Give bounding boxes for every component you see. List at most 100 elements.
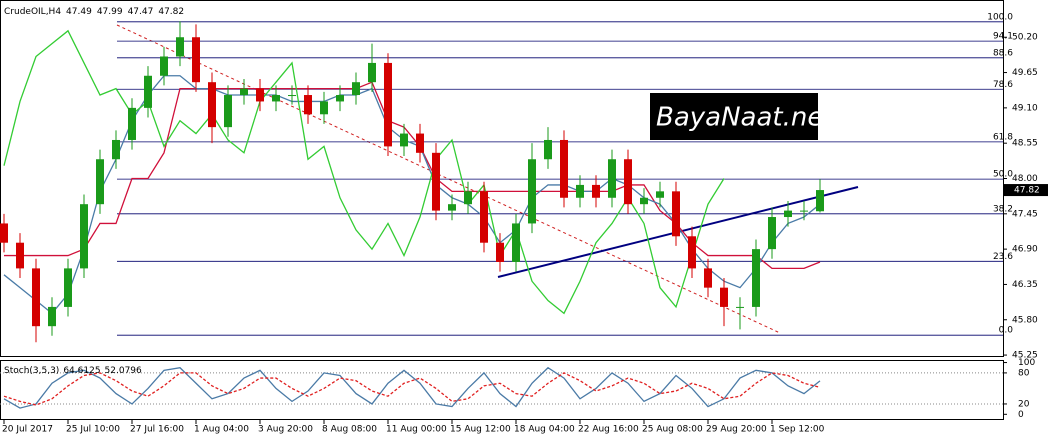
candle-body (720, 287, 728, 307)
y-tick-label: 46.90 (1012, 245, 1038, 255)
price-box-label: 47.82 (1014, 186, 1040, 196)
x-tick-label: 1 Aug 04:00 (194, 425, 249, 435)
candle-body (32, 268, 40, 327)
candle-body (464, 191, 472, 205)
candle-body (544, 139, 552, 160)
candle-body (704, 268, 712, 288)
chart-title: CrudeOIL,H4 (4, 7, 61, 17)
candle-body (240, 88, 248, 96)
candle-body (144, 75, 152, 108)
candle-body (656, 191, 664, 198)
candle-body (688, 236, 696, 269)
indicator-line (4, 81, 821, 270)
x-tick-label: 25 Aug 08:00 (642, 425, 703, 435)
candle-body (0, 223, 8, 243)
candle-body (800, 210, 808, 212)
y-tick-label: 46.35 (1012, 280, 1038, 290)
candle-body (448, 204, 456, 211)
candle-body (64, 268, 72, 307)
candle-body (80, 204, 88, 269)
x-tick-label: 11 Aug 00:00 (386, 425, 447, 435)
x-tick-label: 8 Aug 08:00 (322, 425, 377, 435)
ohlc-value: 47.47 (128, 7, 154, 17)
candle-body (320, 101, 328, 115)
candle-body (784, 210, 792, 218)
candle-body (432, 152, 440, 211)
y-tick-label: 0 (1018, 410, 1024, 420)
x-tick-label: 29 Aug 20:00 (706, 425, 767, 435)
y-tick-label: 47.45 (1012, 209, 1038, 219)
fib-label: 38.2 (993, 204, 1013, 214)
indicator-line (3, 372, 821, 406)
candle-body (416, 133, 424, 153)
candle-body (160, 56, 168, 76)
x-tick-label: 27 Jul 16:00 (130, 425, 184, 435)
ohlc-value: 47.49 (66, 7, 92, 17)
fib-label: 100.0 (987, 12, 1013, 22)
stoch-panel-frame (0, 360, 1004, 420)
stoch-value: 64.6125 (63, 366, 100, 376)
y-tick-label: 49.65 (1012, 68, 1038, 78)
candle-body (576, 184, 584, 198)
x-tick-label: 15 Aug 12:00 (450, 425, 511, 435)
fib-label: 23.6 (993, 252, 1013, 262)
y-tick-label: 48.55 (1012, 139, 1038, 149)
stoch-header: Stoch(3,5,3) 64.6125 52.0796 (4, 366, 142, 376)
stoch-value: 52.0796 (105, 366, 142, 376)
y-tick-label: 20 (1018, 399, 1030, 409)
candle-body (528, 159, 536, 224)
candle-body (560, 139, 568, 198)
y-tick-label: 45.25 (1012, 351, 1038, 361)
candle-body (752, 249, 760, 307)
fib-label: 50.0 (993, 170, 1013, 180)
candle-body (192, 37, 200, 83)
candle-body (352, 82, 360, 96)
fib-label: 78.6 (993, 80, 1013, 90)
watermark: BayaNaat.net (656, 103, 834, 133)
candle-body (368, 62, 376, 83)
watermark-box (650, 93, 818, 140)
indicator-line (3, 366, 821, 409)
candle-body (624, 159, 632, 205)
candle-body (224, 95, 232, 128)
candle-body (176, 37, 184, 57)
y-tick-label: 50.20 (1012, 33, 1038, 43)
indicator-line (3, 29, 725, 315)
x-tick-label: 18 Aug 04:00 (514, 425, 575, 435)
candle-body (272, 95, 280, 102)
candle-body (208, 82, 216, 128)
candle-body (592, 184, 600, 198)
fib-label: 88.6 (993, 48, 1013, 58)
candle-body (608, 159, 616, 198)
candle-body (48, 306, 56, 327)
x-tick-label: 3 Aug 20:00 (258, 425, 313, 435)
y-tick-label: 48.00 (1012, 174, 1038, 184)
x-tick-label: 22 Aug 16:00 (578, 425, 639, 435)
x-tick-label: 1 Sep 12:00 (770, 425, 825, 435)
ohlc-value: 47.82 (158, 7, 184, 17)
candle-body (336, 95, 344, 102)
x-tick-label: 20 Jul 2017 (2, 425, 53, 435)
candle-body (816, 190, 824, 212)
candle-body (672, 191, 680, 237)
candle-body (256, 88, 264, 102)
y-tick-label: 45.80 (1012, 315, 1038, 325)
candle-body (112, 139, 120, 160)
candle-body (736, 306, 744, 308)
candle-body (304, 95, 312, 115)
candle-body (496, 242, 504, 262)
price-box (1004, 184, 1048, 197)
candle-body (512, 223, 520, 262)
candle-body (16, 242, 24, 269)
fib-label: 61.8 (993, 132, 1013, 142)
x-tick-label: 25 Jul 10:00 (66, 425, 120, 435)
candle-body (128, 107, 136, 140)
candle-body (288, 95, 296, 97)
chart-header: CrudeOIL,H4 47.49 47.99 47.47 47.82 (4, 7, 184, 17)
stoch-title: Stoch(3,5,3) (4, 366, 59, 376)
candle-body (640, 197, 648, 205)
candle-body (480, 191, 488, 243)
fib-label: 94.1 (993, 32, 1013, 42)
y-tick-label: 49.10 (1012, 103, 1038, 113)
